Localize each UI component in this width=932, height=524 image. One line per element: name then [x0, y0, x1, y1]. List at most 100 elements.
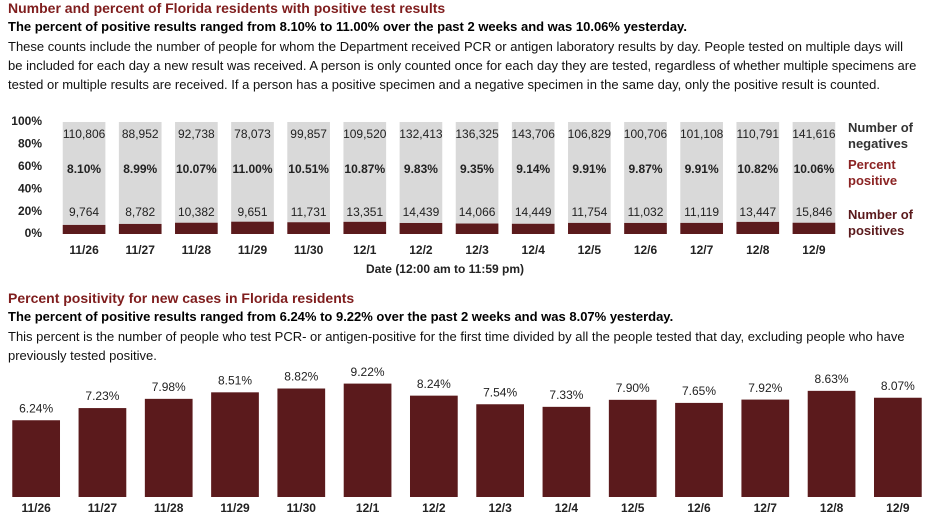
- data-label: 136,325: [455, 127, 499, 141]
- data-label: 11,032: [628, 205, 664, 219]
- x-tick-label: 12/1: [356, 501, 380, 515]
- data-label: 141,616: [792, 127, 836, 141]
- data-label: 8.10%: [67, 162, 101, 176]
- x-tick-label: 12/5: [578, 243, 602, 257]
- data-label: 8.99%: [123, 162, 157, 176]
- x-tick-label: 12/3: [488, 501, 512, 515]
- x-tick-label: 12/7: [754, 501, 778, 515]
- data-label: 100,706: [624, 127, 668, 141]
- bar: [741, 399, 790, 497]
- bar-positives: [343, 221, 387, 234]
- bar: [542, 406, 591, 497]
- bar-negatives: [287, 122, 330, 223]
- bar-positives: [736, 221, 780, 234]
- data-label: 109,520: [343, 127, 387, 141]
- data-label: 15,846: [796, 205, 833, 219]
- data-label: 13,447: [739, 205, 776, 219]
- y-tick-label: 100%: [11, 114, 42, 128]
- data-label: 6.24%: [19, 401, 53, 415]
- bar: [78, 408, 127, 497]
- bar-negatives: [568, 122, 611, 223]
- legend-entry: Percent positive: [848, 157, 898, 188]
- data-label: 9.91%: [685, 162, 719, 176]
- legend-entry: Number of positives: [848, 207, 913, 238]
- data-label: 78,073: [234, 127, 271, 141]
- bar-positives: [118, 223, 162, 234]
- x-tick-label: 12/9: [802, 243, 826, 257]
- data-label: 7.65%: [682, 384, 716, 398]
- bar-positives: [680, 222, 723, 234]
- data-label: 9.91%: [572, 162, 606, 176]
- y-tick-label: 40%: [18, 181, 42, 195]
- data-label: 8.07%: [881, 379, 915, 393]
- data-label: 9.87%: [628, 162, 662, 176]
- bar-negatives: [62, 122, 106, 225]
- y-tick-label: 20%: [18, 204, 42, 218]
- data-label: 9.14%: [516, 162, 550, 176]
- x-tick-label: 12/4: [555, 501, 579, 515]
- y-tick-label: 60%: [18, 159, 42, 173]
- bar-positives: [568, 222, 611, 234]
- bar-negatives: [680, 122, 723, 223]
- x-tick-label: 11/26: [69, 243, 99, 257]
- data-label: 101,108: [680, 127, 724, 141]
- bar: [343, 383, 392, 497]
- data-label: 10.87%: [344, 162, 385, 176]
- x-tick-label: 11/28: [154, 501, 184, 515]
- data-label: 8.63%: [815, 372, 849, 386]
- data-label: 14,066: [459, 205, 496, 219]
- data-label: 11,731: [291, 205, 327, 219]
- legend-entry: Number of negatives: [848, 120, 913, 151]
- data-label: 9,764: [69, 205, 99, 219]
- bar: [608, 399, 657, 497]
- x-tick-label: 11/26: [21, 501, 51, 515]
- bar: [873, 397, 922, 497]
- data-label: 10.82%: [737, 162, 778, 176]
- x-tick-label: 12/5: [621, 501, 645, 515]
- x-tick-label: 12/3: [465, 243, 489, 257]
- bar-negatives: [624, 122, 667, 223]
- data-label: 7.23%: [85, 389, 119, 403]
- data-label: 8.24%: [417, 377, 451, 391]
- data-label: 14,439: [403, 205, 440, 219]
- x-tick-label: 12/8: [746, 243, 770, 257]
- x-tick-label: 12/4: [522, 243, 546, 257]
- data-label: 10.06%: [794, 162, 835, 176]
- bar-negatives: [511, 122, 555, 224]
- x-tick-label: 12/2: [422, 501, 446, 515]
- data-label: 8.51%: [218, 373, 252, 387]
- bar-positives: [792, 222, 836, 234]
- data-label: 14,449: [515, 205, 552, 219]
- y-tick-label: 0%: [25, 226, 43, 240]
- data-label: 10.07%: [176, 162, 217, 176]
- data-label: 9.35%: [460, 162, 494, 176]
- bar-negatives: [792, 122, 836, 223]
- data-label: 9,651: [237, 205, 267, 219]
- bar: [409, 395, 458, 497]
- chart-description: This percent is the number of people who…: [8, 329, 905, 363]
- data-label: 10.51%: [288, 162, 329, 176]
- bar-negatives: [175, 122, 218, 223]
- data-label: 7.98%: [152, 380, 186, 394]
- x-tick-label: 11/29: [220, 501, 250, 515]
- bar: [277, 388, 326, 497]
- bar-positives: [62, 224, 106, 234]
- x-axis-label: Date (12:00 am to 11:59 pm): [366, 262, 524, 276]
- x-tick-label: 12/6: [687, 501, 711, 515]
- bar: [12, 420, 61, 497]
- x-tick-label: 12/8: [820, 501, 844, 515]
- bar-positives: [624, 222, 667, 234]
- bar-negatives: [736, 122, 780, 222]
- x-tick-label: 11/30: [294, 243, 324, 257]
- data-label: 11,754: [571, 205, 607, 219]
- bar-positives: [511, 223, 555, 234]
- x-tick-label: 12/9: [886, 501, 910, 515]
- x-tick-label: 12/1: [353, 243, 377, 257]
- data-label: 143,706: [512, 127, 556, 141]
- data-label: 11.00%: [232, 162, 272, 176]
- bar: [144, 398, 193, 497]
- chart-title: Percent positivity for new cases in Flor…: [8, 290, 355, 306]
- data-label: 9.22%: [351, 365, 385, 379]
